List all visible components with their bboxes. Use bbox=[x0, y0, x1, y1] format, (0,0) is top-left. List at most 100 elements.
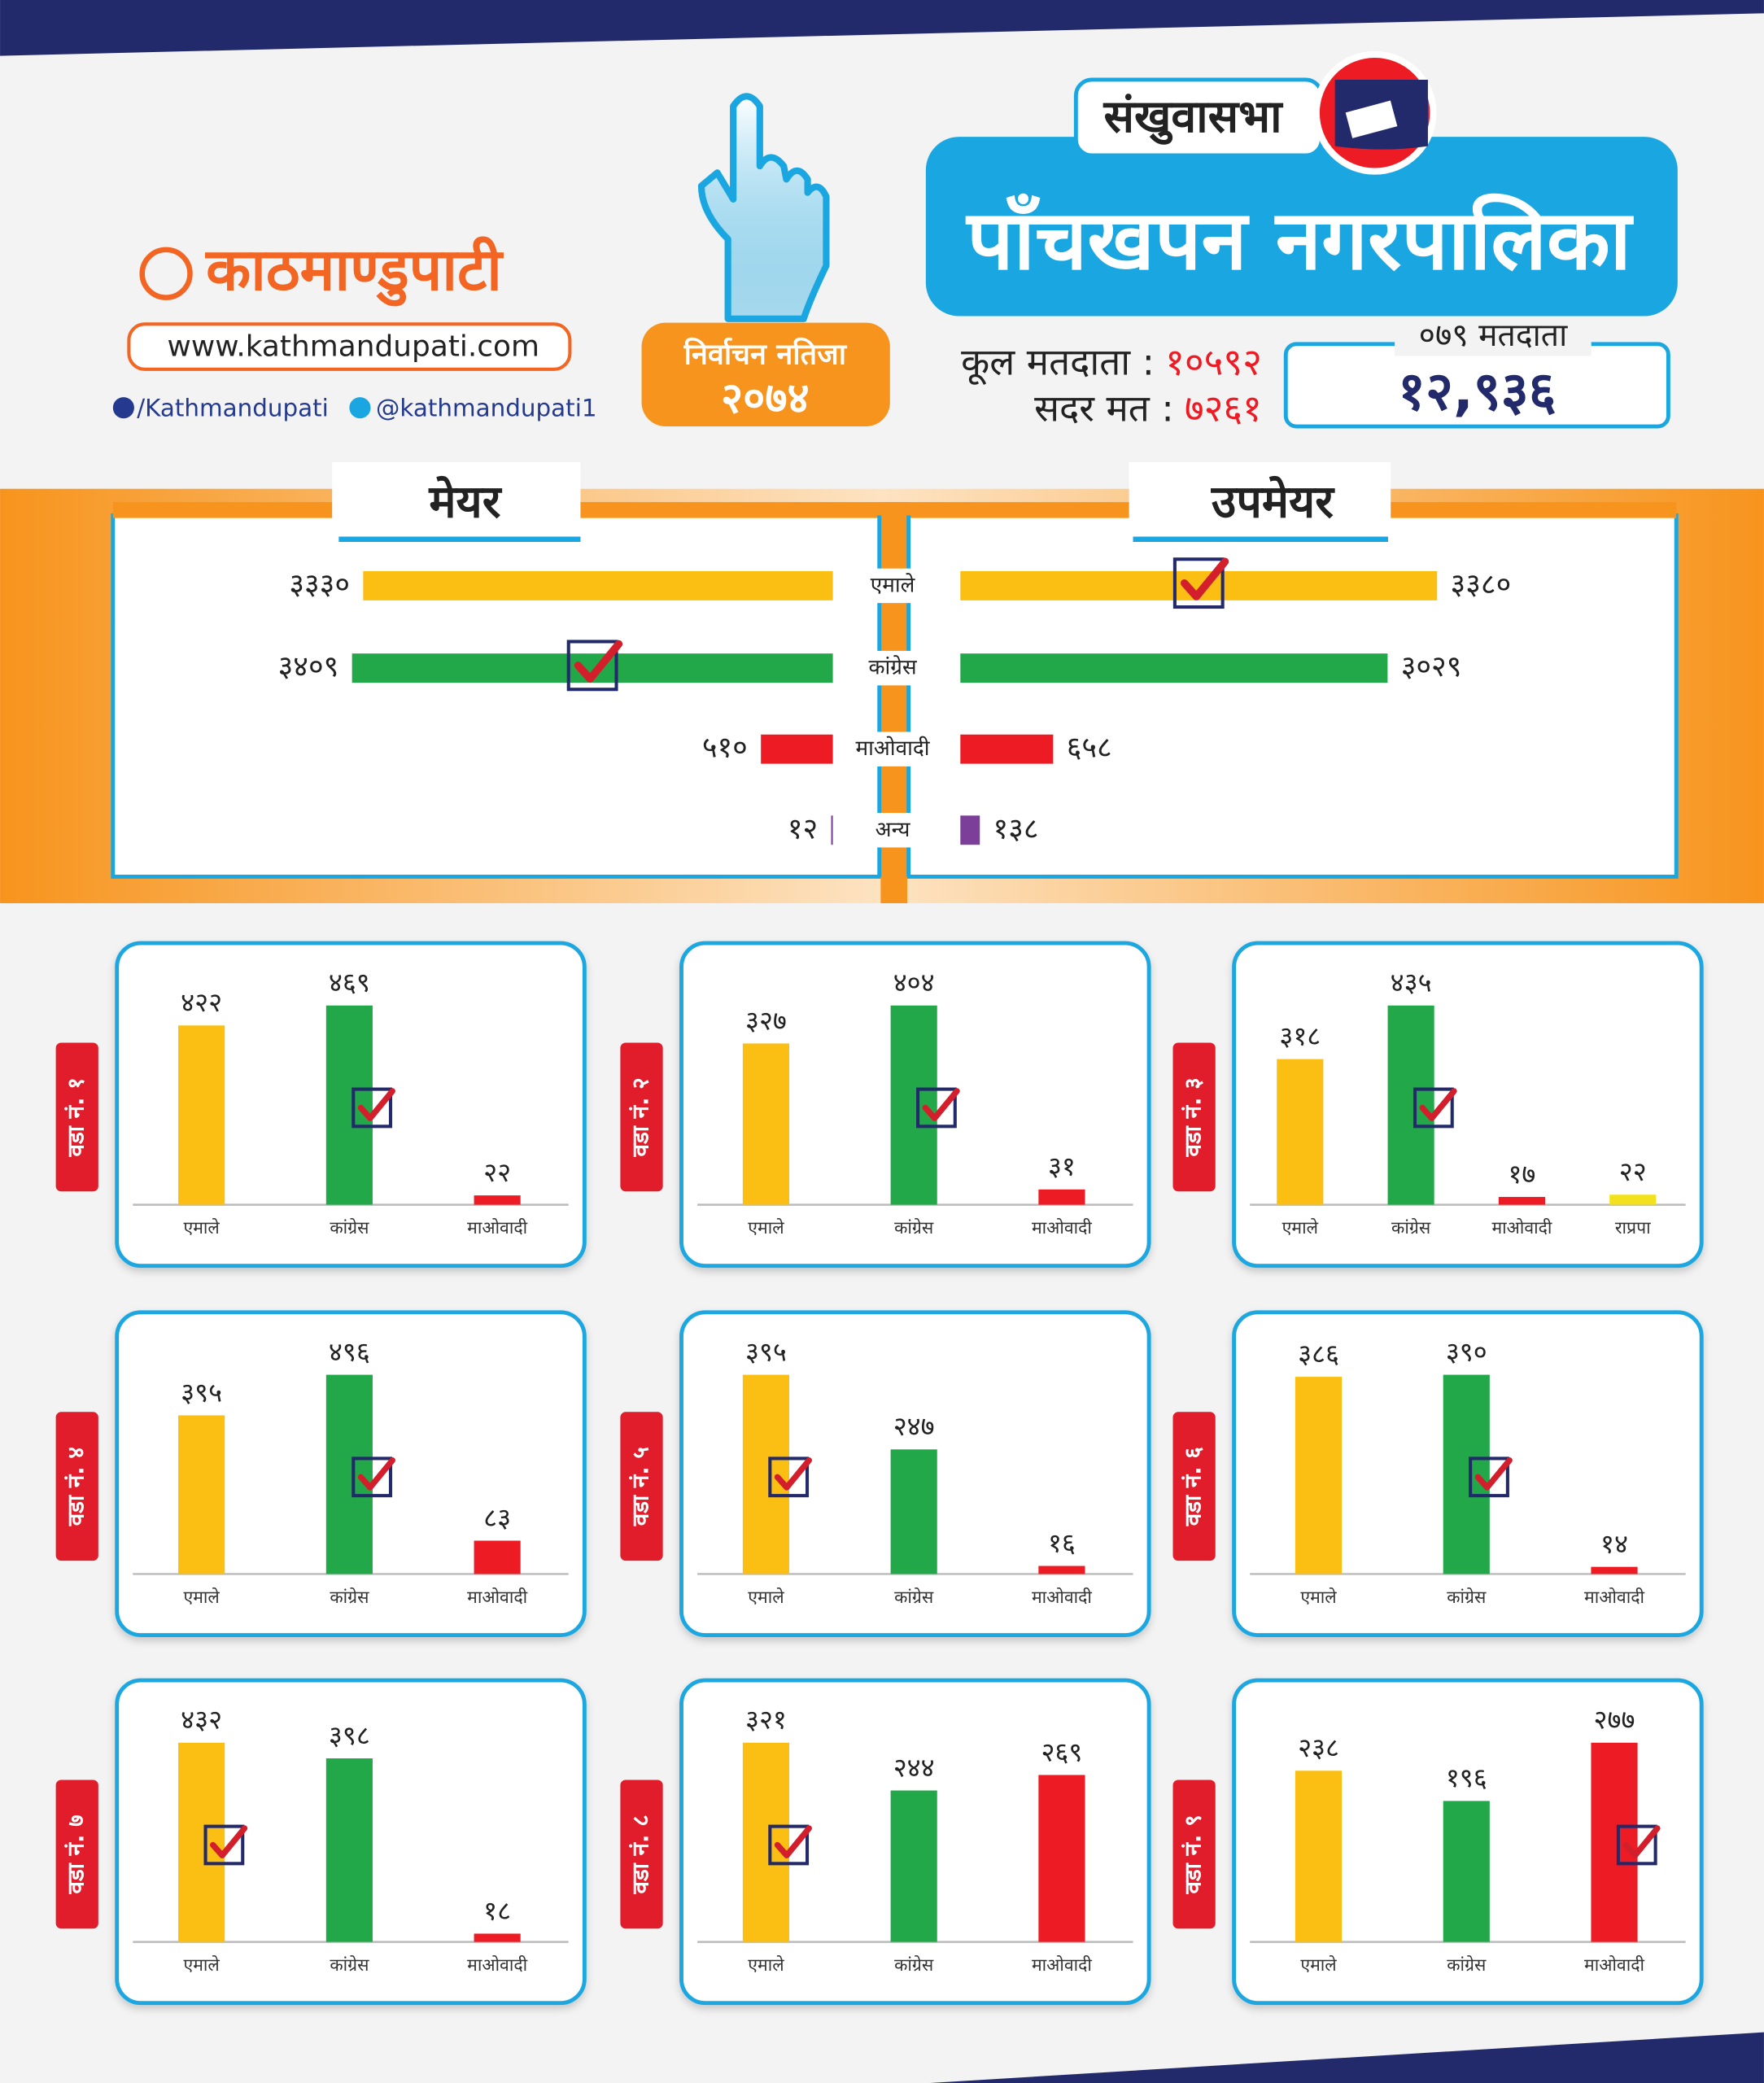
series-name: मेयर bbox=[428, 475, 502, 528]
check-tick bbox=[1180, 557, 1229, 600]
bar bbox=[1443, 1801, 1490, 1942]
ward-tag bbox=[620, 1780, 663, 1929]
deputy-header-box bbox=[1129, 462, 1391, 539]
winner-check bbox=[1469, 1456, 1513, 1498]
website: www.kathmandupati.com bbox=[168, 330, 539, 364]
ballot-paper bbox=[1345, 100, 1398, 138]
value-label: ३४०९ bbox=[278, 650, 339, 683]
winner-check bbox=[1172, 557, 1229, 609]
category-label: एमाले bbox=[1300, 1954, 1337, 1976]
ward-title: वडा नं. ९ bbox=[1180, 1814, 1207, 1894]
bar bbox=[1591, 1566, 1638, 1574]
winner-check bbox=[768, 1824, 812, 1866]
category-label: कांग्रेस bbox=[1447, 1587, 1487, 1608]
bar bbox=[1591, 1742, 1638, 1942]
badge-title: निर्वाचन नतिजा bbox=[683, 337, 848, 371]
check-box bbox=[916, 1087, 957, 1129]
value-label: ४०४ bbox=[893, 967, 935, 998]
value-label: ३३३० bbox=[289, 568, 350, 601]
category-label-bg bbox=[845, 731, 940, 766]
category-label: माओवादी bbox=[1584, 1954, 1644, 1976]
voters-079-label-bg bbox=[1395, 318, 1592, 356]
twitter: @kathmandupati1 bbox=[376, 394, 597, 421]
category-label: एमाले bbox=[1300, 1587, 1337, 1608]
ward-panel bbox=[1232, 941, 1704, 1269]
bar bbox=[1443, 1374, 1490, 1574]
category-label-bg bbox=[845, 650, 940, 686]
value-label: ३०२९ bbox=[1401, 650, 1462, 683]
total-voters: १०५९२ bbox=[1165, 340, 1262, 383]
check-box bbox=[566, 640, 618, 692]
bar bbox=[363, 570, 833, 600]
check-tick bbox=[210, 1825, 248, 1858]
logo: काठमाण्डुपाटी www.kathmandupati.com /Kat… bbox=[112, 235, 597, 421]
category-label: कांग्रेस bbox=[330, 1954, 369, 1976]
ward-title: वडा नं. २ bbox=[627, 1077, 654, 1157]
check-tick bbox=[1622, 1825, 1661, 1858]
category-label: माओवादी bbox=[1032, 1587, 1092, 1608]
value-label: ३३८० bbox=[1451, 568, 1512, 601]
check-box bbox=[768, 1456, 810, 1498]
value-label: ३१ bbox=[1048, 1151, 1076, 1182]
bar bbox=[742, 1043, 790, 1205]
winner-check bbox=[1413, 1087, 1457, 1129]
top-band bbox=[0, 0, 1764, 56]
bar bbox=[474, 1540, 521, 1574]
category-label: एमाले bbox=[183, 1587, 220, 1608]
winner-check bbox=[916, 1087, 960, 1129]
ward-tag bbox=[620, 1042, 663, 1192]
category-label: एमाले bbox=[871, 572, 916, 597]
category-label: माओवादी bbox=[1491, 1217, 1552, 1238]
value-label: २६९ bbox=[1041, 1736, 1082, 1767]
category-label: अन्य bbox=[875, 818, 911, 842]
check-tick bbox=[1474, 1457, 1513, 1491]
bar bbox=[1277, 1059, 1324, 1205]
ward-tag bbox=[55, 1042, 98, 1192]
winner-check bbox=[1616, 1824, 1661, 1866]
winner-check bbox=[768, 1456, 812, 1498]
category-label: कांग्रेस bbox=[330, 1587, 369, 1608]
category-label: कांग्रेस bbox=[330, 1217, 369, 1238]
check-tick bbox=[357, 1457, 395, 1491]
bar bbox=[960, 653, 1388, 683]
check-tick bbox=[774, 1457, 812, 1491]
check-box bbox=[1413, 1087, 1454, 1129]
check-box bbox=[768, 1824, 810, 1866]
bar bbox=[1295, 1771, 1343, 1942]
category-label: कांग्रेस bbox=[894, 1587, 934, 1608]
hand-icon bbox=[697, 93, 830, 322]
valid-votes: ७२६१ bbox=[1185, 386, 1262, 430]
twitter-icon bbox=[349, 397, 371, 419]
bar bbox=[890, 1005, 937, 1205]
category-label: कांग्रेस bbox=[1391, 1217, 1431, 1238]
category-label-bg bbox=[845, 813, 940, 848]
ward-title: वडा नं. ४ bbox=[63, 1447, 90, 1526]
value-label: ३९८ bbox=[329, 1720, 370, 1751]
ward-tag bbox=[1172, 1780, 1216, 1929]
bar bbox=[742, 1742, 790, 1942]
value-label: ४९६ bbox=[329, 1336, 370, 1367]
check-box bbox=[351, 1456, 393, 1498]
value-label: ६५८ bbox=[1067, 731, 1112, 765]
value-label: ८३ bbox=[483, 1502, 511, 1533]
bar bbox=[474, 1195, 521, 1205]
ward-tag bbox=[1172, 1412, 1216, 1561]
bar bbox=[960, 734, 1054, 764]
ward-tag bbox=[55, 1780, 98, 1929]
value-label: २७७ bbox=[1594, 1705, 1635, 1736]
value-label: १९६ bbox=[1446, 1762, 1487, 1793]
category-label: राप्रपा bbox=[1615, 1218, 1651, 1238]
value-label: ४३५ bbox=[1391, 967, 1432, 998]
bar bbox=[1038, 1775, 1085, 1942]
value-label: ३२७ bbox=[745, 1005, 787, 1036]
check-tick bbox=[357, 1088, 395, 1121]
badge bbox=[641, 322, 890, 427]
valid-votes-line: सदर मत :७२६१ bbox=[1034, 386, 1262, 430]
value-label: १३८ bbox=[993, 812, 1039, 845]
facebook: /Kathmandupati bbox=[137, 394, 329, 421]
ward-tag bbox=[55, 1412, 98, 1561]
bar bbox=[1295, 1377, 1343, 1574]
winner-check bbox=[351, 1087, 395, 1129]
